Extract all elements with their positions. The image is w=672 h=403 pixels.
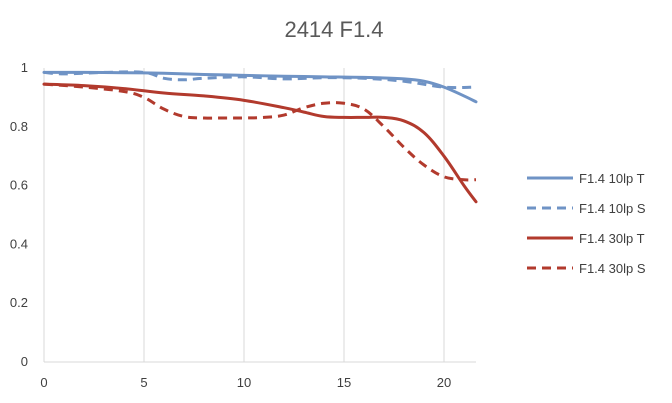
- y-tick-label: 0.6: [10, 178, 28, 193]
- y-tick-label: 1: [21, 60, 28, 75]
- legend-label-1: F1.4 10lp T: [579, 171, 645, 186]
- x-tick-label: 20: [437, 375, 451, 390]
- x-tick-label: 5: [140, 375, 147, 390]
- legend-label-2: F1.4 10lp S: [579, 201, 646, 216]
- chart-title: 2414 F1.4: [284, 17, 383, 42]
- legend-label-4: F1.4 30lp S: [579, 261, 646, 276]
- x-tick-label: 10: [237, 375, 251, 390]
- y-tick-label: 0: [21, 354, 28, 369]
- legend-label-3: F1.4 30lp T: [579, 231, 645, 246]
- series-line-2: [43, 70, 477, 90]
- series-layer: [42, 70, 478, 204]
- legend: F1.4 10lp T F1.4 10lp S F1.4 30lp T F1.4 30…: [527, 171, 646, 276]
- y-tick-label: 0.4: [10, 236, 28, 251]
- series-line-3: [42, 82, 478, 204]
- x-tick-label: 15: [337, 375, 351, 390]
- y-tick-label: 0.8: [10, 119, 28, 134]
- axis-layer: 0 5 10 15 20 0 0.2 0.4 0.6 0.8 1: [10, 60, 476, 390]
- series-line-4: [43, 82, 477, 182]
- x-tick-label: 0: [40, 375, 47, 390]
- y-tick-label: 0.2: [10, 295, 28, 310]
